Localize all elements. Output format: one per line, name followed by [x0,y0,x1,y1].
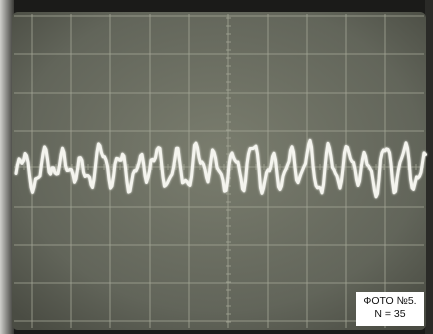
signal-trace [14,138,427,199]
caption-sample-count: N = 35 [374,308,406,320]
caption-title: ФОТО №5. [363,295,417,307]
bezel-left-edge [0,0,14,334]
photo-caption: ФОТО №5. N = 35 [356,292,424,326]
bezel-right-edge [425,0,433,334]
